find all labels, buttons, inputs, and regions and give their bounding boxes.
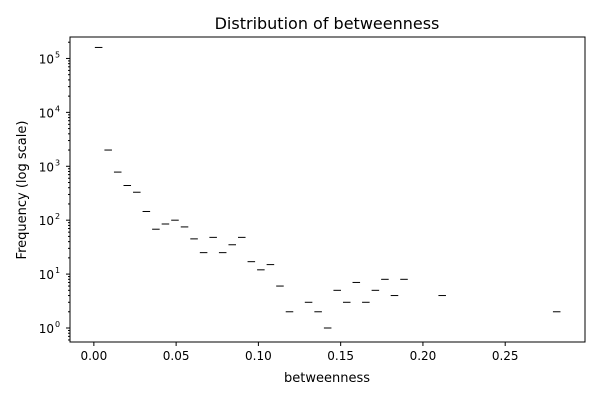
y-axis-label: Frequency (log scale) xyxy=(15,121,30,260)
y-tick-label: 10 xyxy=(39,268,54,282)
y-tick-label: 10 xyxy=(39,160,54,174)
x-tick-label: 0.10 xyxy=(245,349,272,363)
histogram-bars xyxy=(94,46,561,329)
y-tick-exponent: 3 xyxy=(55,158,60,167)
chart-title: Distribution of betweenness xyxy=(215,14,440,33)
x-tick-label: 0.20 xyxy=(410,349,437,363)
y-tick-exponent: 0 xyxy=(55,320,60,329)
x-axis-ticks: 0.00 0.05 0.10 0.15 0.20 0.25 xyxy=(80,342,519,363)
y-tick-label: 10 xyxy=(39,106,54,120)
y-tick-exponent: 2 xyxy=(55,212,60,221)
x-tick-label: 0.05 xyxy=(163,349,190,363)
y-tick-label: 10 xyxy=(39,52,54,66)
x-tick-label: 0.00 xyxy=(80,349,107,363)
x-axis-label: betweenness xyxy=(284,371,370,386)
y-tick-label: 10 xyxy=(39,214,54,228)
y-tick-exponent: 4 xyxy=(55,104,60,113)
x-tick-label: 0.25 xyxy=(492,349,519,363)
x-tick-label: 0.15 xyxy=(327,349,354,363)
y-tick-exponent: 5 xyxy=(55,50,60,59)
plot-frame xyxy=(69,36,586,343)
y-tick-label: 10 xyxy=(39,322,54,336)
y-tick-exponent: 1 xyxy=(55,266,60,275)
